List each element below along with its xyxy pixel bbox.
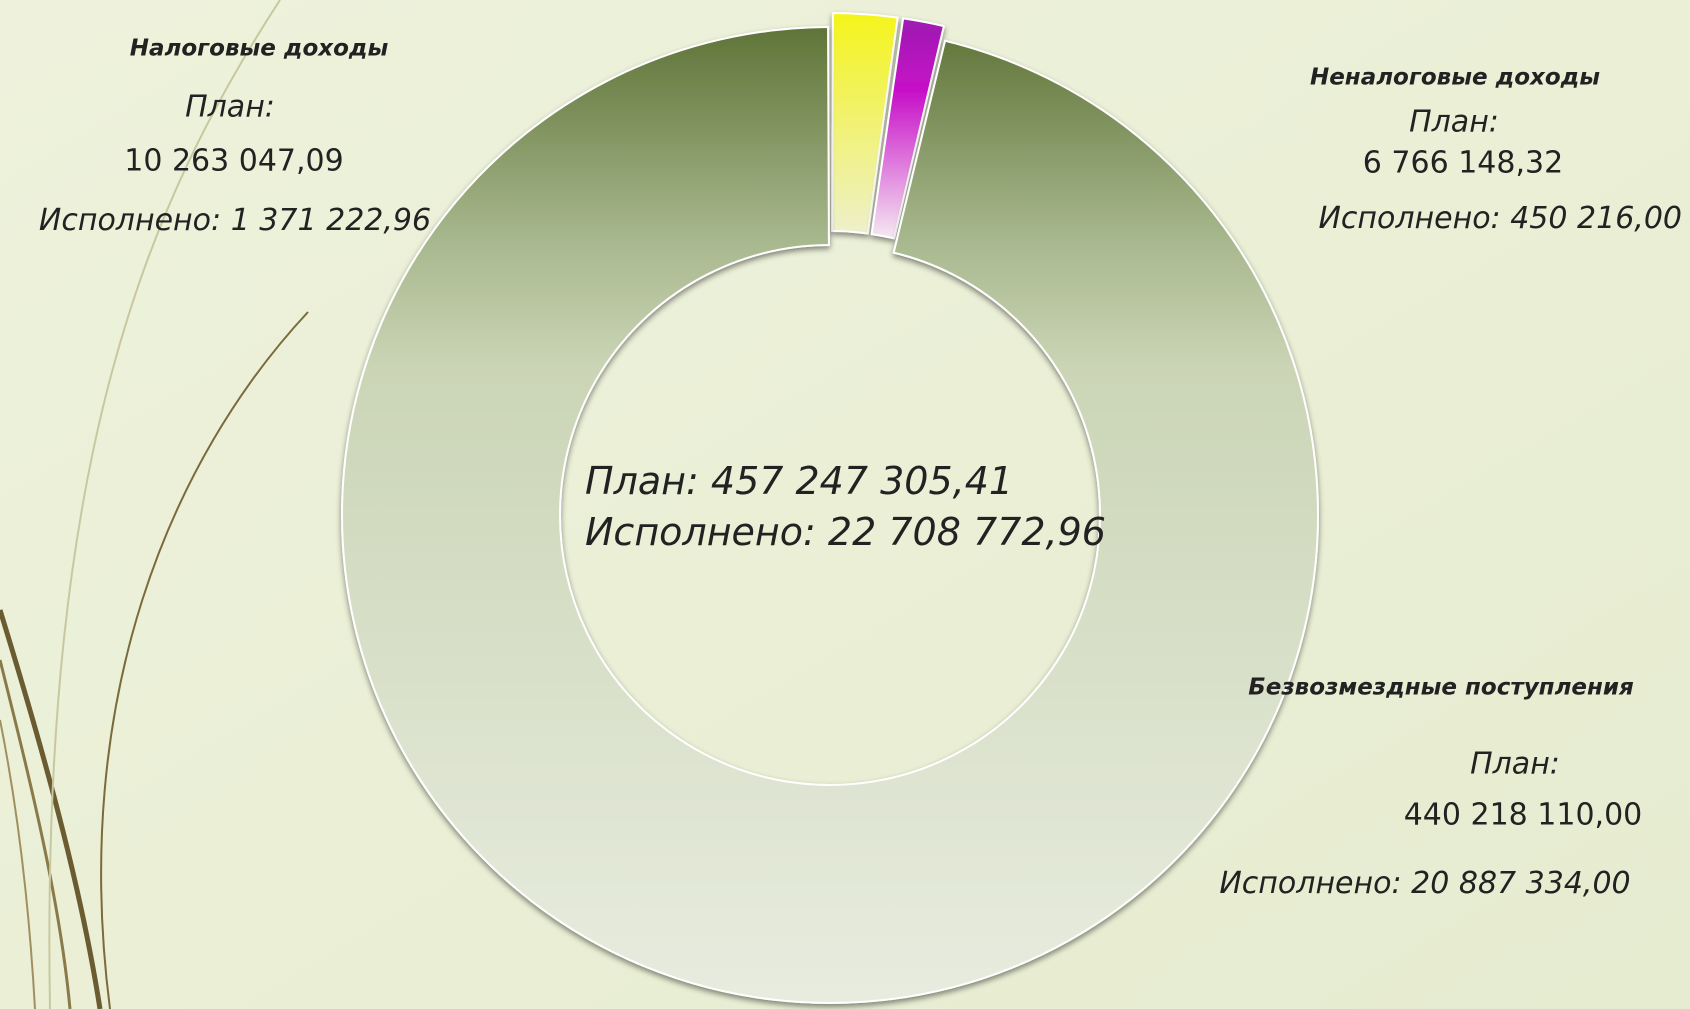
executed-label: Исполнено: [39, 203, 221, 238]
executed-line: Исполнено: 1 371 222,96 [39, 203, 431, 238]
executed-value: 1 371 222,96 [231, 203, 431, 238]
plan-value: 440 218 110,00 [1404, 798, 1643, 833]
category-label: Безвозмездные поступления [1248, 675, 1634, 701]
plan-label: План: [185, 90, 275, 125]
executed-line: Исполнено: 20 887 334,00 [1219, 866, 1630, 901]
executed-label: Исполнено: [1318, 201, 1500, 236]
plan-value: 10 263 047,09 [124, 144, 343, 179]
plan-value: 6 766 148,32 [1363, 146, 1563, 181]
category-label: Неналоговые доходы [1310, 65, 1600, 91]
total-plan: План: 457 247 305,41 [585, 459, 1013, 503]
slide: Налоговые доходы План: 10 263 047,09 Исп… [0, 0, 1690, 1009]
plan-label: План: [1470, 747, 1560, 782]
executed-label: Исполнено: [1219, 866, 1401, 901]
executed-value: 20 887 334,00 [1411, 866, 1630, 901]
plan-label: План: [585, 459, 699, 503]
executed-label: Исполнено: [585, 510, 816, 554]
total-plan-value: 457 247 305,41 [711, 459, 1013, 503]
plan-label: План: [1409, 105, 1499, 140]
executed-value: 450 216,00 [1510, 201, 1682, 236]
total-executed-value: 22 708 772,96 [828, 510, 1106, 554]
executed-line: Исполнено: 450 216,00 [1318, 201, 1682, 236]
category-label: Налоговые доходы [130, 36, 389, 62]
total-executed: Исполнено: 22 708 772,96 [585, 510, 1106, 554]
